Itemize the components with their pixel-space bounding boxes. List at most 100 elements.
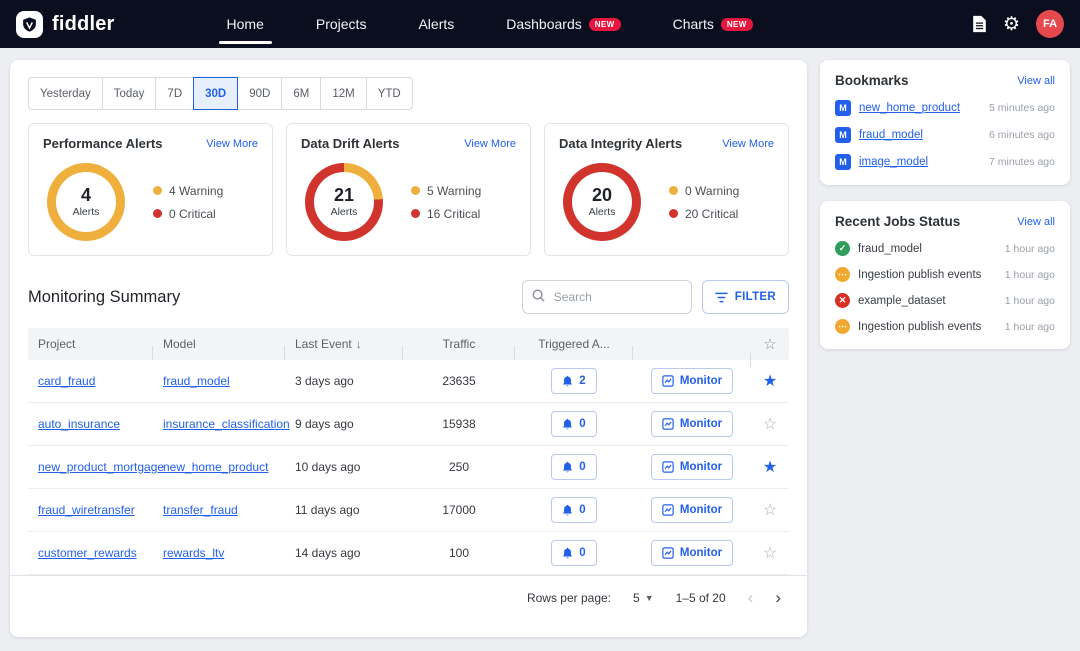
star-toggle[interactable]: ☆ xyxy=(751,500,789,520)
recent-jobs-title: Recent Jobs Status xyxy=(835,214,960,229)
col-project[interactable]: Project xyxy=(28,337,153,351)
table-pagination: Rows per page: 5▼ 1–5 of 20 ‹ › xyxy=(10,575,807,619)
nav-alerts[interactable]: Alerts xyxy=(418,0,454,48)
monitoring-summary-header: Monitoring Summary FILTER xyxy=(28,280,789,314)
col-last-event[interactable]: Last Event↓ xyxy=(285,337,403,351)
col-model[interactable]: Model xyxy=(153,337,285,351)
time-range-yesterday[interactable]: Yesterday xyxy=(28,77,103,110)
job-name: fraud_model xyxy=(858,243,922,255)
time-range-30d[interactable]: 30D xyxy=(193,77,238,110)
chevron-down-icon: ▼ xyxy=(645,593,654,603)
brand[interactable]: fiddler xyxy=(16,11,115,38)
project-link[interactable]: new_product_mortgage xyxy=(38,460,164,474)
view-more-link[interactable]: View More xyxy=(206,138,258,150)
monitor-button[interactable]: Monitor xyxy=(651,368,733,394)
nav-home-label: Home xyxy=(227,16,264,32)
model-link[interactable]: rewards_ltv xyxy=(163,546,224,560)
pagination-range: 1–5 of 20 xyxy=(676,591,726,605)
alert-count: 0 xyxy=(579,461,585,473)
brand-name: fiddler xyxy=(52,13,115,36)
bookmark-link[interactable]: fraud_model xyxy=(859,129,923,141)
settings-gear-icon[interactable]: ⚙ xyxy=(1003,15,1020,34)
new-badge: NEW xyxy=(721,18,753,31)
view-all-link[interactable]: View all xyxy=(1017,216,1055,228)
star-toggle[interactable]: ☆ xyxy=(751,543,789,563)
star-header-icon[interactable] xyxy=(751,335,789,353)
docs-icon[interactable] xyxy=(972,15,987,33)
model-link[interactable]: fraud_model xyxy=(163,374,230,388)
alert-count-label: Alerts xyxy=(331,206,358,218)
job-status-icon: ✕ xyxy=(835,293,850,308)
nav-projects[interactable]: Projects xyxy=(316,0,367,48)
critical-legend: 16 Critical xyxy=(427,207,480,221)
previous-page-button[interactable]: ‹ xyxy=(748,589,754,606)
view-more-link[interactable]: View More xyxy=(722,138,774,150)
user-avatar[interactable]: FA xyxy=(1036,10,1064,38)
search-icon xyxy=(531,288,546,308)
card-title: Performance Alerts xyxy=(43,136,162,151)
star-toggle[interactable]: ★ xyxy=(751,457,789,477)
col-triggered-alerts[interactable]: Triggered A... xyxy=(515,337,633,351)
project-link[interactable]: auto_insurance xyxy=(38,417,120,431)
critical-dot-icon xyxy=(669,209,678,218)
alert-count: 20 xyxy=(592,186,612,206)
time-range-6m[interactable]: 6M xyxy=(281,77,321,110)
monitor-button[interactable]: Monitor xyxy=(651,497,733,523)
nav-home[interactable]: Home xyxy=(227,0,264,48)
job-name: Ingestion publish events xyxy=(858,269,981,281)
rows-per-page-select[interactable]: 5▼ xyxy=(633,591,654,605)
project-link[interactable]: fraud_wiretransfer xyxy=(38,503,135,517)
performance-alerts-card: Performance Alerts View More 4 Alerts 4 … xyxy=(28,123,273,256)
nav-dashboards[interactable]: DashboardsNEW xyxy=(506,0,620,48)
model-link[interactable]: transfer_fraud xyxy=(163,503,238,517)
monitor-button[interactable]: Monitor xyxy=(651,540,733,566)
triggered-alerts-button[interactable]: 2 xyxy=(551,368,596,394)
view-all-link[interactable]: View all xyxy=(1017,75,1055,87)
triggered-alerts-button[interactable]: 0 xyxy=(551,540,596,566)
time-range-ytd[interactable]: YTD xyxy=(366,77,413,110)
project-link[interactable]: card_fraud xyxy=(38,374,95,388)
time-range-today[interactable]: Today xyxy=(102,77,157,110)
time-range-7d[interactable]: 7D xyxy=(155,77,194,110)
alerts-donut-chart: 20 Alerts xyxy=(563,163,641,241)
sort-desc-icon[interactable]: ↓ xyxy=(356,337,362,351)
alerts-donut-chart: 21 Alerts xyxy=(305,163,383,241)
star-toggle[interactable]: ★ xyxy=(751,371,789,391)
alert-count-label: Alerts xyxy=(589,206,616,218)
model-link[interactable]: new_home_product xyxy=(163,460,268,474)
job-time: 1 hour ago xyxy=(1005,321,1055,333)
monitoring-table: Project Model Last Event↓ Traffic Trigge… xyxy=(28,328,789,575)
filter-button[interactable]: FILTER xyxy=(702,280,789,314)
time-range-12m[interactable]: 12M xyxy=(320,77,366,110)
job-item: ✓ fraud_model 1 hour ago xyxy=(835,241,1055,256)
next-page-button[interactable]: › xyxy=(775,589,781,606)
bookmark-link[interactable]: image_model xyxy=(859,156,928,168)
star-toggle[interactable]: ☆ xyxy=(751,414,789,434)
bookmark-link[interactable]: new_home_product xyxy=(859,102,960,114)
alert-count: 0 xyxy=(579,547,585,559)
time-range-90d[interactable]: 90D xyxy=(237,77,282,110)
job-time: 1 hour ago xyxy=(1005,295,1055,307)
project-link[interactable]: customer_rewards xyxy=(38,546,137,560)
nav-charts[interactable]: Charts NEW xyxy=(673,0,753,48)
warning-legend: 5 Warning xyxy=(427,184,481,198)
nav-charts-label: Charts xyxy=(673,16,714,32)
view-more-link[interactable]: View More xyxy=(464,138,516,150)
new-badge: NEW xyxy=(589,18,621,31)
filter-icon xyxy=(715,292,728,303)
search-input[interactable] xyxy=(522,280,692,314)
model-link[interactable]: insurance_classification xyxy=(163,417,290,431)
job-time: 1 hour ago xyxy=(1005,243,1055,255)
alert-cards-row: Performance Alerts View More 4 Alerts 4 … xyxy=(28,123,789,256)
job-status-icon: ⋯ xyxy=(835,319,850,334)
triggered-alerts-button[interactable]: 0 xyxy=(551,454,596,480)
table-row: fraud_wiretransfer transfer_fraud 11 day… xyxy=(28,489,789,532)
last-event-cell: 3 days ago xyxy=(285,374,403,388)
triggered-alerts-button[interactable]: 0 xyxy=(551,497,596,523)
col-traffic[interactable]: Traffic xyxy=(403,337,515,351)
card-title: Data Drift Alerts xyxy=(301,136,399,151)
monitor-button[interactable]: Monitor xyxy=(651,411,733,437)
triggered-alerts-button[interactable]: 0 xyxy=(551,411,596,437)
monitor-button[interactable]: Monitor xyxy=(651,454,733,480)
traffic-cell: 23635 xyxy=(403,374,515,388)
